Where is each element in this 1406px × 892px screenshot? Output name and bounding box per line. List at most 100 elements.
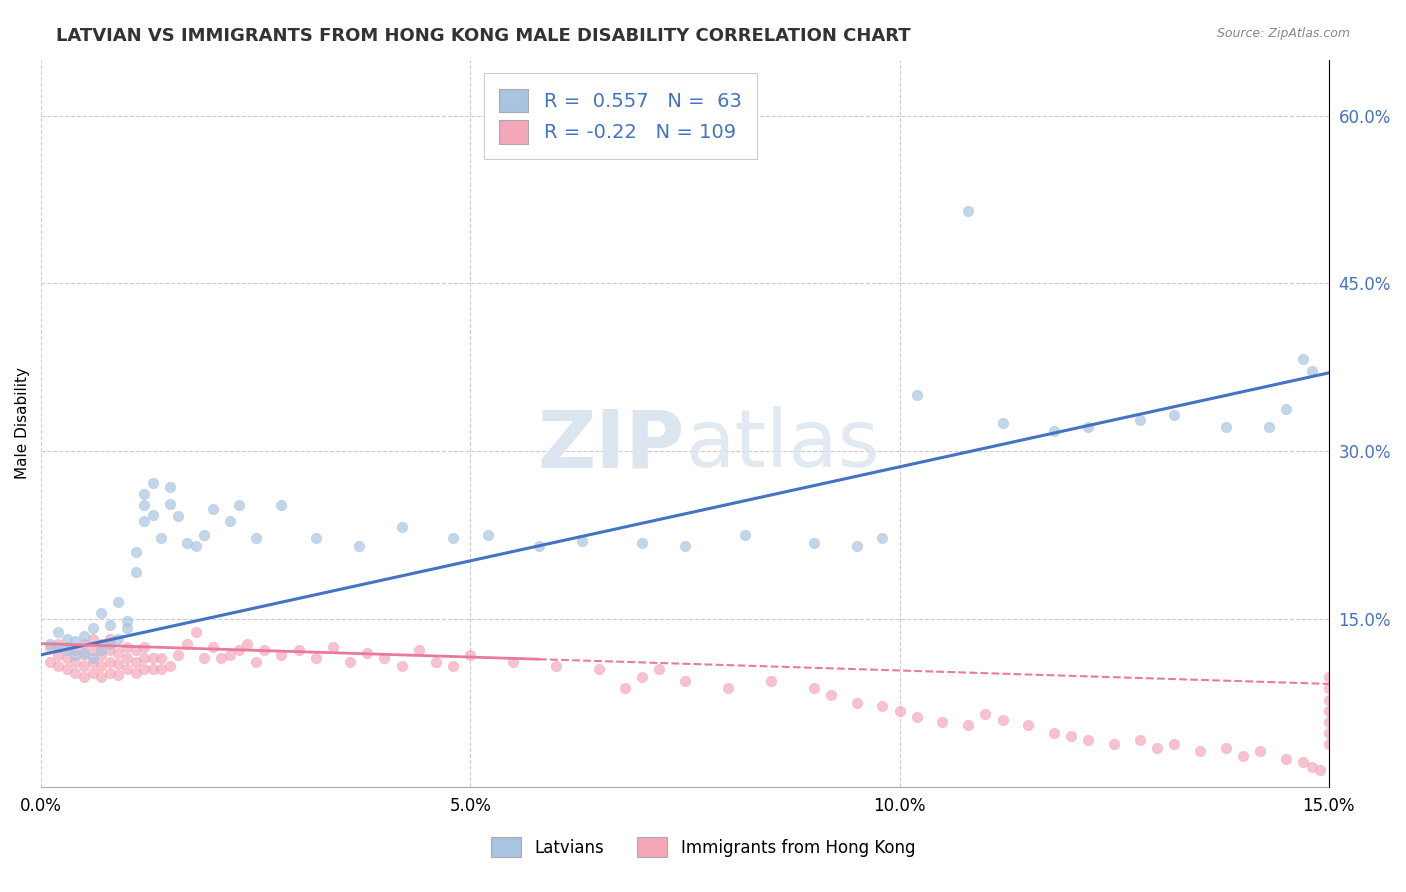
Point: [1102, 737, 1125, 751]
Point: [115, 651, 138, 665]
Point: [73, 637, 96, 651]
Point: [889, 704, 911, 718]
Point: [1317, 726, 1340, 740]
Point: [613, 681, 636, 696]
Point: [98, 643, 121, 657]
Point: [124, 545, 146, 559]
Point: [65, 665, 87, 680]
Point: [90, 637, 112, 651]
Point: [107, 646, 129, 660]
Point: [159, 497, 181, 511]
Point: [73, 659, 96, 673]
Point: [98, 617, 121, 632]
Point: [957, 203, 980, 218]
Point: [717, 681, 740, 696]
Point: [201, 640, 224, 654]
Point: [65, 648, 87, 662]
Point: [957, 718, 980, 732]
Point: [1292, 352, 1315, 367]
Point: [673, 539, 696, 553]
Point: [134, 651, 156, 665]
Point: [845, 539, 868, 553]
Point: [1275, 752, 1298, 766]
Point: [167, 509, 190, 524]
Point: [631, 536, 654, 550]
Point: [184, 625, 207, 640]
Point: [201, 502, 224, 516]
Point: [1188, 744, 1211, 758]
Point: [82, 651, 104, 665]
Point: [803, 536, 825, 550]
Y-axis label: Male Disability: Male Disability: [15, 368, 30, 479]
Point: [1163, 409, 1185, 423]
Point: [1317, 681, 1340, 696]
Point: [1215, 740, 1237, 755]
Point: [184, 539, 207, 553]
Point: [134, 498, 156, 512]
Point: [734, 528, 756, 542]
Point: [391, 520, 413, 534]
Point: [1317, 714, 1340, 729]
Point: [1317, 737, 1340, 751]
Point: [73, 646, 96, 660]
Point: [219, 648, 242, 662]
Point: [477, 528, 499, 542]
Point: [1317, 704, 1340, 718]
Point: [546, 659, 568, 673]
Point: [107, 657, 129, 671]
Point: [167, 648, 190, 662]
Point: [905, 388, 928, 402]
Point: [441, 532, 464, 546]
Point: [219, 514, 242, 528]
Point: [98, 637, 121, 651]
Point: [142, 508, 165, 522]
Point: [1317, 692, 1340, 706]
Point: [115, 640, 138, 654]
Point: [673, 673, 696, 688]
Point: [270, 498, 292, 512]
Point: [124, 665, 146, 680]
Point: [1129, 413, 1152, 427]
Point: [73, 670, 96, 684]
Point: [236, 637, 259, 651]
Point: [339, 655, 361, 669]
Point: [209, 651, 232, 665]
Text: atlas: atlas: [685, 406, 879, 484]
Point: [46, 625, 69, 640]
Point: [1017, 718, 1039, 732]
Point: [46, 640, 69, 654]
Point: [193, 651, 215, 665]
Point: [46, 648, 69, 662]
Point: [124, 655, 146, 669]
Point: [98, 655, 121, 669]
Point: [1215, 419, 1237, 434]
Point: [82, 665, 104, 680]
Point: [176, 536, 198, 550]
Point: [107, 632, 129, 647]
Point: [124, 565, 146, 579]
Point: [253, 643, 276, 657]
Point: [803, 681, 825, 696]
Point: [65, 643, 87, 657]
Point: [991, 416, 1014, 430]
Point: [1301, 760, 1323, 774]
Point: [1275, 401, 1298, 416]
Point: [1043, 424, 1066, 438]
Point: [1257, 419, 1279, 434]
Point: [305, 532, 328, 546]
Point: [98, 665, 121, 680]
Point: [90, 607, 112, 621]
Point: [115, 621, 138, 635]
Point: [56, 640, 79, 654]
Point: [134, 640, 156, 654]
Point: [90, 659, 112, 673]
Point: [245, 655, 267, 669]
Point: [1146, 740, 1168, 755]
Point: [56, 643, 79, 657]
Point: [38, 637, 60, 651]
Legend: R =  0.557   N =  63, R = -0.22   N = 109: R = 0.557 N = 63, R = -0.22 N = 109: [484, 73, 758, 160]
Point: [425, 655, 447, 669]
Point: [931, 714, 953, 729]
Point: [90, 643, 112, 657]
Point: [150, 651, 173, 665]
